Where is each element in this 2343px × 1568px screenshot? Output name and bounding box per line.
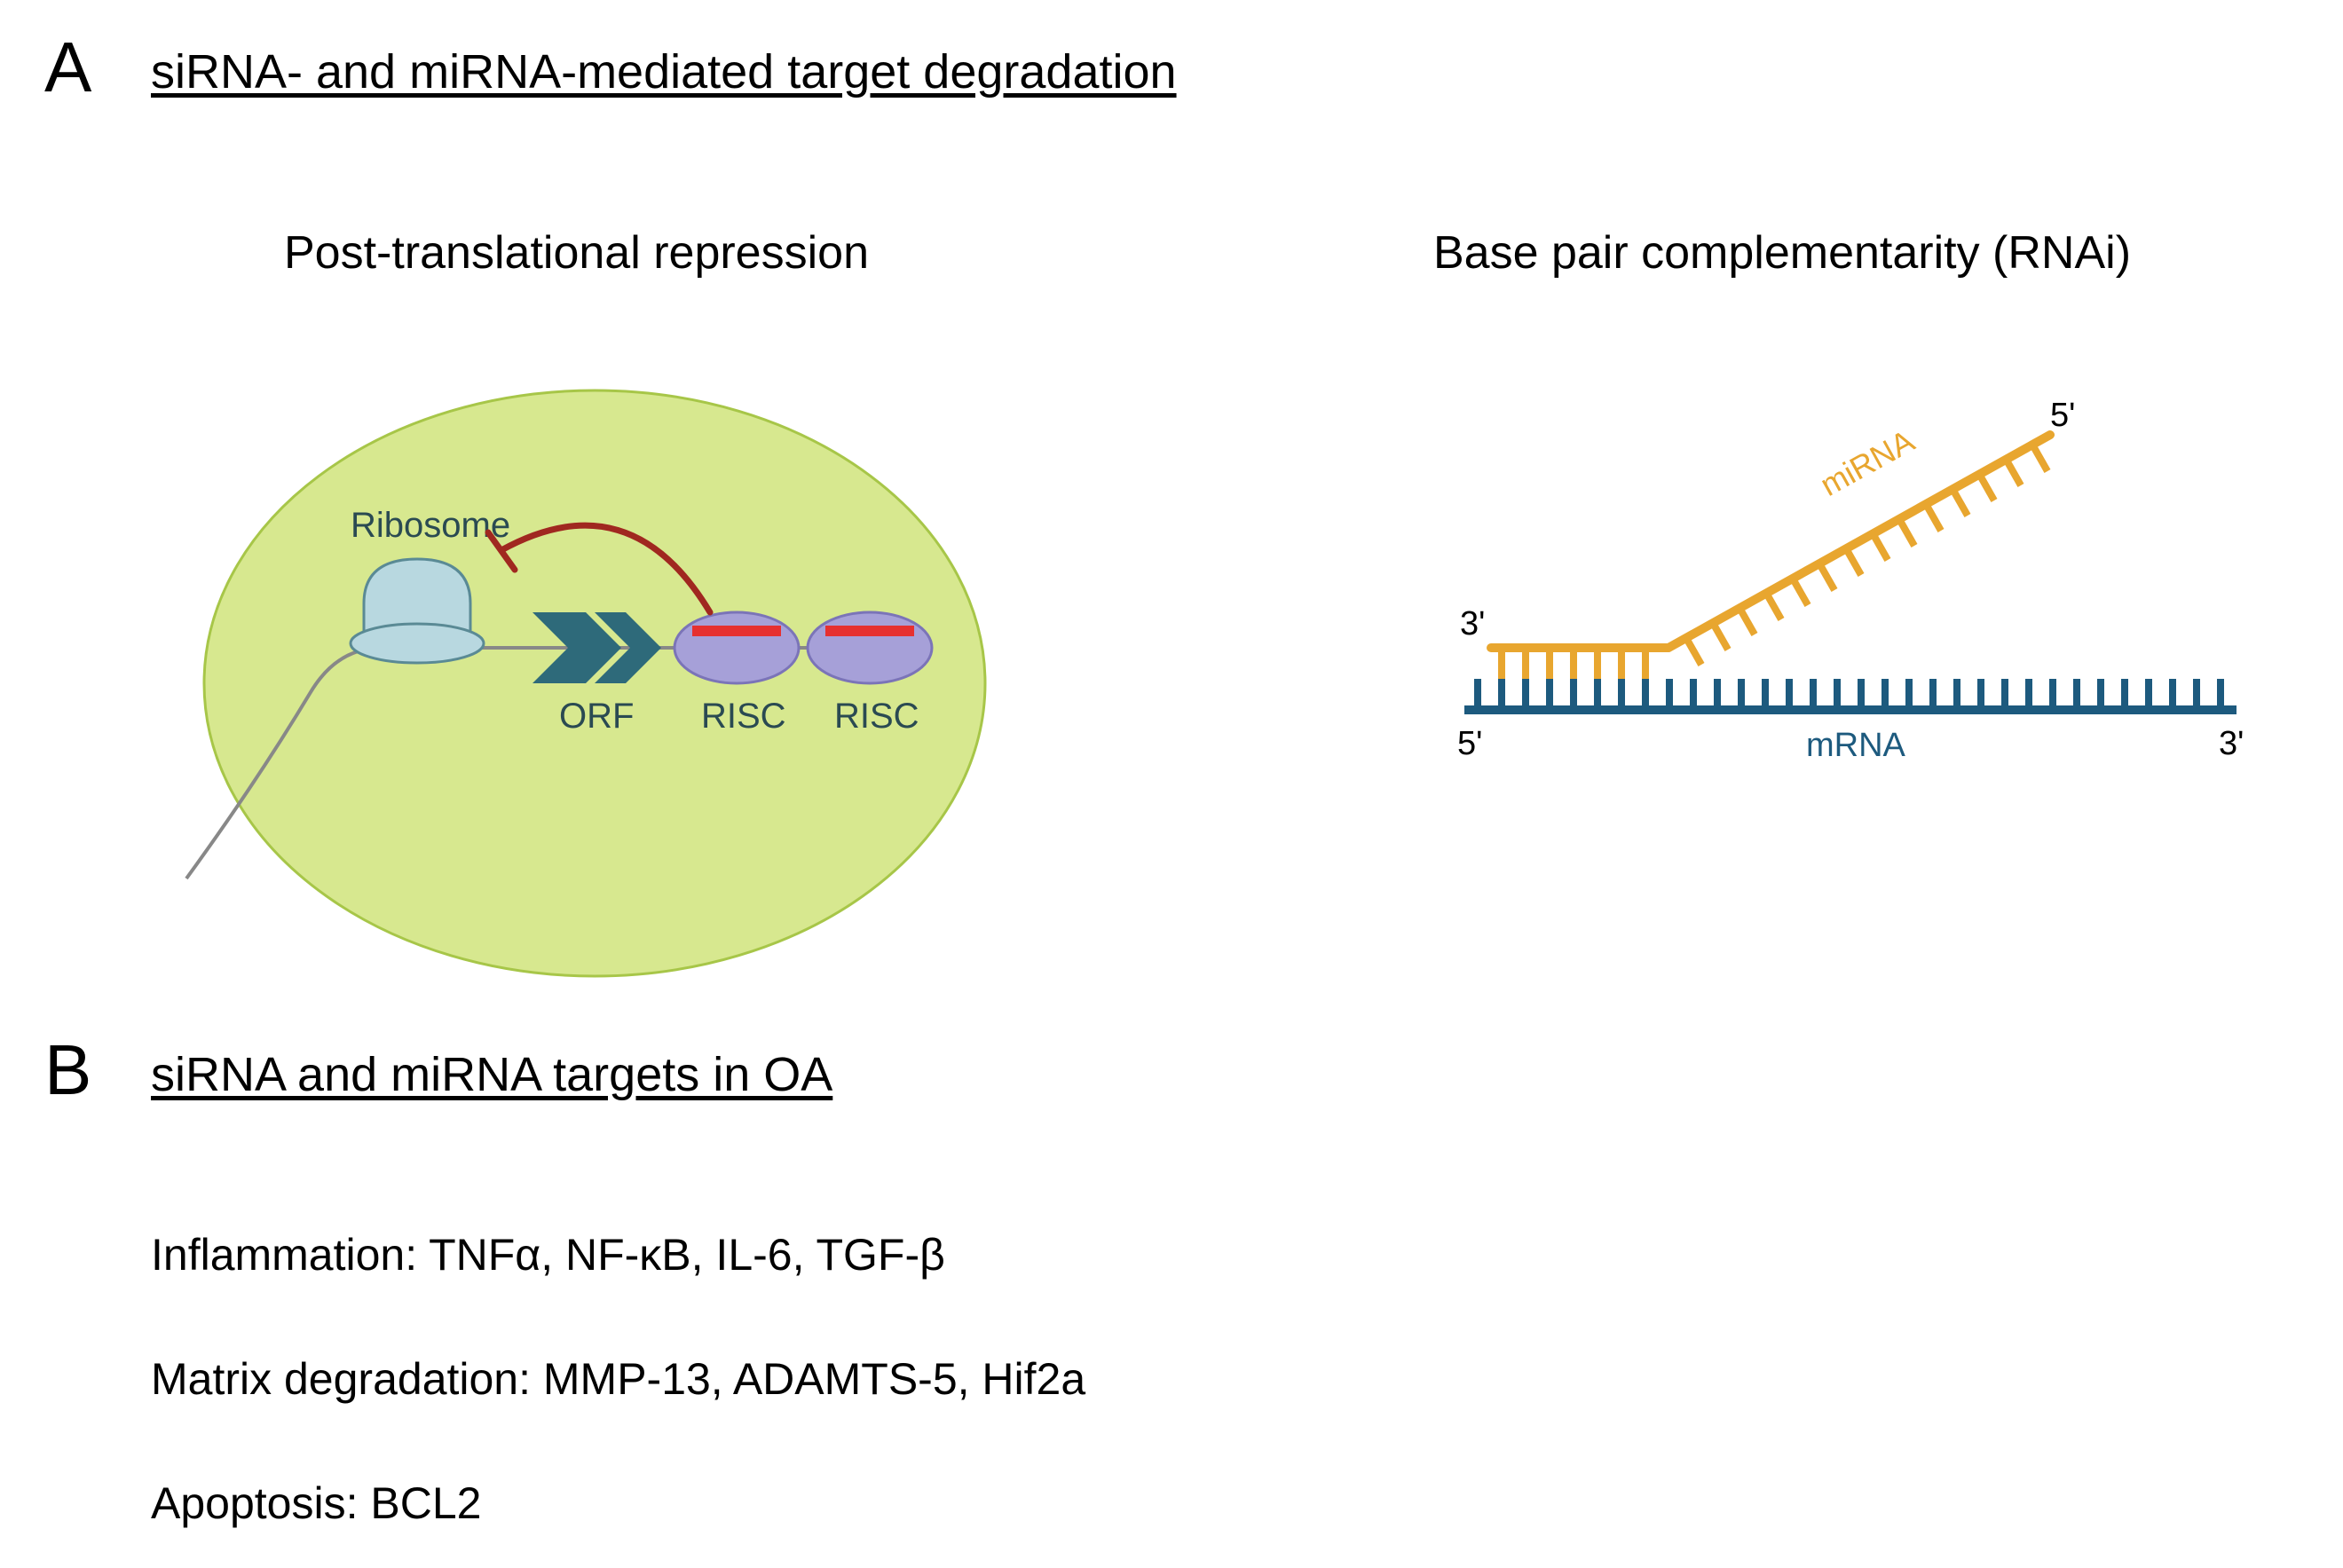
target-line-matrix: Matrix degradation: MMP-13, ADAMTS-5, Hi… (151, 1353, 1085, 1405)
mirna-5prime-label: 5' (2050, 397, 2075, 434)
mrna-5prime-label: 5' (1457, 725, 1482, 762)
cell-diagram: Ribosome ORF RISC RISC (133, 355, 1021, 994)
mrna-3prime-label: 3' (2219, 725, 2244, 762)
mirna-3prime-label: 3' (1460, 605, 1485, 642)
risc-1-label: RISC (701, 697, 786, 736)
ribosome-label: Ribosome (351, 506, 510, 545)
right-subheading: Base pair complementarity (RNAi) (1433, 226, 2131, 280)
mrna-label: mRNA (1806, 727, 1906, 764)
section-a-title: siRNA- and miRNA-mediated target degrada… (151, 44, 1177, 99)
target-line-inflammation: Inflammation: TNFα, NF-κB, IL-6, TGF-β (151, 1229, 945, 1280)
mirna-backbone (1491, 435, 2050, 648)
sirna-bar-1 (692, 626, 781, 636)
risc-2-icon (808, 612, 932, 683)
risc-1-icon (674, 612, 799, 683)
panel-b-letter: B (44, 1029, 91, 1111)
mirna-label: miRNA (1814, 422, 1921, 503)
panel-a-letter: A (44, 27, 91, 108)
left-subheading: Post-translational repression (284, 226, 869, 280)
orf-label: ORF (559, 697, 634, 736)
rnai-diagram: 5' 3' mRNA 3' 5' miRNA (1411, 373, 2299, 852)
target-line-apoptosis: Apoptosis: BCL2 (151, 1477, 481, 1529)
mrna-teeth (1478, 679, 2221, 710)
sirna-bar-2 (825, 626, 914, 636)
risc-2-label: RISC (834, 697, 919, 736)
section-b-title: siRNA and miRNA targets in OA (151, 1047, 832, 1102)
mirna-teeth-bound (1502, 648, 1645, 679)
